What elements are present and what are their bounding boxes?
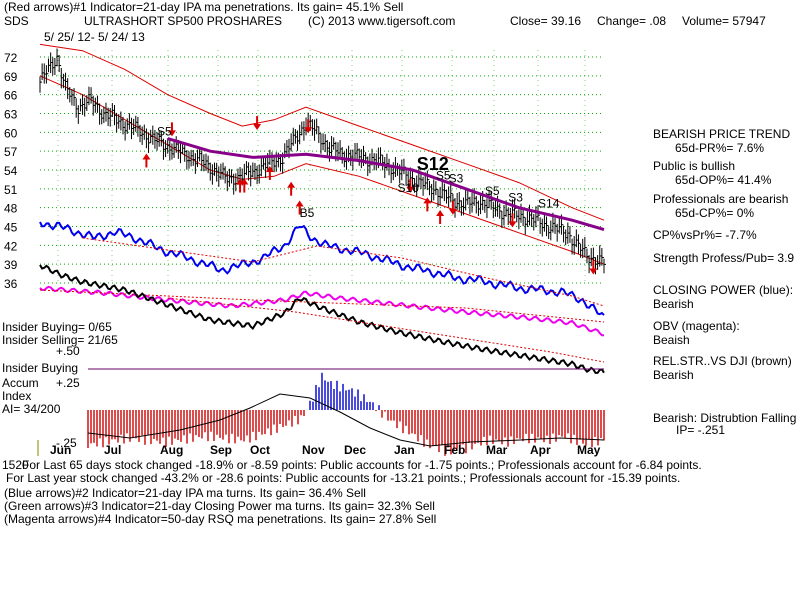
- red-arrow-head: [240, 178, 249, 185]
- ai-value: AI= 34/200: [2, 402, 61, 416]
- y-tick-label: 72: [4, 51, 18, 65]
- red-arrow-head: [589, 268, 598, 275]
- x-month-label: Jun: [50, 443, 71, 457]
- accum-minus-25: -.25: [56, 436, 77, 450]
- volume-value: Volume= 57947: [682, 14, 766, 28]
- indicator-4-line: (Magenta arrows)#4 Indicator=50-day RSQ …: [4, 512, 437, 526]
- signal-label: S14: [538, 197, 560, 211]
- y-tick-label: 45: [4, 221, 18, 235]
- ip-value: IP= -.251: [676, 423, 726, 437]
- signal-label: S5: [157, 124, 172, 138]
- insider-buying-label: Insider Buying: [2, 361, 79, 375]
- overlap-number: 1520: [2, 458, 29, 472]
- ma-line: [167, 137, 605, 232]
- x-month-label: Sep: [210, 443, 232, 457]
- strength-value: Strength Profess/Pub= 3.9: [653, 251, 795, 265]
- signal-label: S12: [417, 154, 449, 174]
- accum-plus-25: +.25: [56, 376, 80, 390]
- obv-label: OBV (magenta):: [653, 319, 740, 333]
- y-tick-label: 60: [4, 126, 18, 140]
- x-month-label: Apr: [530, 443, 551, 457]
- copyright-text: (C) 2013 www.tigersoft.com: [308, 14, 456, 28]
- red-arrow-head: [406, 186, 415, 193]
- signal-label: S10: [398, 181, 420, 195]
- red-arrow-head: [265, 166, 274, 172]
- relstr-ma: [167, 297, 605, 363]
- x-month-label: Dec: [344, 443, 366, 457]
- change-value: Change= .08: [597, 14, 667, 28]
- pr-value: 65d-PR%= 7.6%: [675, 141, 765, 155]
- y-tick-label: 57: [4, 145, 18, 159]
- red-arrow-head: [295, 200, 304, 207]
- insider-selling-count: Insider Selling= 21/65: [2, 333, 118, 347]
- distribution-status: Bearish: Distrubtion Falling: [653, 411, 797, 425]
- y-tick-label: 69: [4, 70, 18, 84]
- y-tick-label: 66: [4, 89, 18, 103]
- insider-buying-count: Insider Buying= 0/65: [2, 320, 112, 334]
- x-month-label: May: [577, 443, 601, 457]
- closing-power-label: CLOSING POWER (blue):: [653, 283, 794, 297]
- indicator-3-line: (Green arrows)#3 Indicator=21-day Closin…: [4, 499, 435, 513]
- x-month-label: Aug: [160, 443, 183, 457]
- obv-status: Beaish: [653, 333, 690, 347]
- signal-label: S5: [485, 184, 500, 198]
- summary-last-year: For Last year stock changed -43.2% or -2…: [6, 471, 681, 485]
- indicator-2-line: (Blue arrows)#2 Indicator=21-day IPA ma …: [4, 486, 366, 500]
- bearish-price-trend: BEARISH PRICE TREND: [653, 127, 791, 141]
- closing-power-ma: [82, 237, 605, 307]
- x-month-label: Jul: [104, 443, 121, 457]
- x-month-label: Feb: [444, 443, 465, 457]
- accum-label: Accum: [2, 376, 39, 390]
- relstr-label: REL.STR..VS DJI (brown): [653, 354, 792, 368]
- date-range: 5/ 25/ 12- 5/ 24/ 13: [44, 30, 145, 44]
- pros-bearish: Professionals are bearish: [653, 192, 789, 206]
- close-value: Close= 39.16: [510, 14, 582, 28]
- red-arrow-head: [253, 124, 262, 131]
- accum-plus-50: +.50: [56, 344, 80, 358]
- public-bullish: Public is bullish: [653, 159, 736, 173]
- red-arrow-head: [436, 209, 445, 216]
- signal-label: S5: [436, 168, 451, 182]
- index-label: Index: [2, 389, 32, 403]
- closing-power-status: Bearish: [653, 297, 694, 311]
- relstr-line: [39, 264, 605, 374]
- relstr-status: Bearish: [653, 368, 694, 382]
- signal-label: B5: [300, 206, 315, 220]
- op-value: 65d-OP%= 41.4%: [675, 173, 772, 187]
- red-arrow-head: [448, 208, 457, 215]
- symbol-label: SDS: [4, 14, 29, 28]
- y-tick-label: 36: [4, 277, 18, 291]
- x-month-label: Jan: [394, 443, 415, 457]
- signal-label: S3: [449, 172, 464, 186]
- red-arrow-head: [423, 197, 432, 204]
- closing-power-line: [39, 221, 605, 316]
- obv-line: [39, 285, 604, 337]
- red-arrow-head: [287, 181, 296, 188]
- cp-value: 65d-CP%= 0%: [675, 206, 755, 220]
- indicator-1-line: (Red arrows)#1 Indicator=21-day IPA ma p…: [4, 0, 404, 14]
- price-bars: [39, 48, 606, 275]
- summary-65-days: For Last 65 days stock changed -18.9% or…: [22, 458, 702, 472]
- y-tick-label: 48: [4, 202, 18, 216]
- x-month-label: Mar: [486, 443, 508, 457]
- lower-band-line: [39, 75, 605, 265]
- cpvspr-value: CP%vsPr%= -7.7%: [653, 228, 757, 242]
- y-tick-label: 63: [4, 108, 18, 122]
- y-tick-label: 51: [4, 183, 18, 197]
- red-arrow-head: [508, 221, 517, 228]
- signal-label: S3: [508, 190, 523, 204]
- accum-ma-line: [87, 393, 605, 447]
- upper-band-line: [39, 43, 605, 221]
- y-tick-label: 54: [4, 164, 18, 178]
- x-month-label: Nov: [302, 443, 325, 457]
- stock-name: ULTRASHORT SP500 PROSHARES: [84, 14, 283, 28]
- red-arrow-head: [142, 153, 151, 160]
- red-arrow-head: [167, 130, 176, 137]
- y-tick-label: 39: [4, 258, 18, 272]
- accum-index-histogram: [87, 372, 605, 456]
- y-tick-label: 42: [4, 239, 18, 253]
- red-arrow-head: [304, 127, 313, 134]
- x-month-label: Oct: [250, 443, 270, 457]
